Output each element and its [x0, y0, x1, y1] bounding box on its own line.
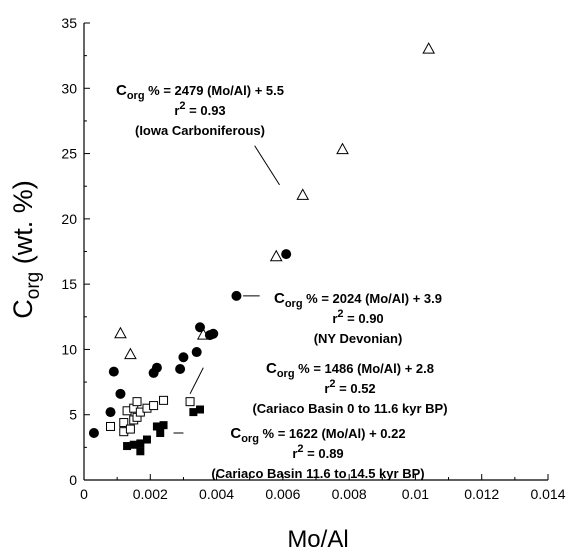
annotation-line: r2 = 0.89	[292, 443, 343, 461]
y-tick-label: 20	[61, 211, 77, 227]
filled-circle-point	[231, 290, 242, 301]
y-tick-label: 0	[69, 472, 77, 488]
filled-circle-point	[208, 328, 219, 339]
filled-circle-point	[108, 366, 119, 377]
filled-square-point	[156, 428, 165, 437]
filled-circle-point	[195, 322, 205, 333]
annotation-line: r2 = 0.90	[332, 308, 383, 326]
open-triangle-point	[296, 188, 310, 200]
annotation-line: r2 = 0.52	[324, 378, 375, 396]
open-triangle-point	[336, 142, 349, 155]
x-tick-label: 0.008	[332, 486, 367, 502]
open-triangle-point	[422, 42, 436, 54]
x-tick-label: 0	[80, 486, 88, 502]
filled-circle-point	[151, 362, 162, 373]
annotation-line: (Cariaco Basin 11.6 to 14.5 kyr BP)	[211, 466, 424, 481]
filled-square-point	[123, 442, 132, 451]
annotation-line: Corg % = 2024 (Mo/Al) + 3.9	[274, 290, 442, 310]
annotation-line: Corg % = 1486 (Mo/Al) + 2.8	[266, 360, 434, 380]
x-tick-label: 0.004	[199, 486, 234, 502]
regression-annotation: Corg % = 2479 (Mo/Al) + 5.5r2 = 0.93 (Iow…	[116, 82, 284, 186]
x-tick-label: 0.01	[402, 486, 429, 502]
filled-square-point	[196, 405, 204, 414]
open-square-point	[132, 397, 142, 407]
filled-square-point	[189, 408, 198, 417]
y-axis-ticks: 0 5 10 15 20 25 30 35	[61, 15, 90, 488]
filled-square-point	[136, 447, 145, 456]
filled-circle-point	[105, 407, 116, 418]
y-tick-label: 35	[61, 15, 77, 31]
annotation-line: (NY Devonian)	[314, 331, 403, 346]
annotation-line: (Iowa Carboniferous)	[135, 123, 265, 138]
filled-circle-point	[115, 388, 126, 399]
filled-square-point	[136, 439, 145, 448]
open-square-point	[149, 401, 159, 411]
filled-square-point	[142, 435, 151, 444]
filled-circle-point	[191, 347, 202, 358]
open-square-point	[125, 424, 135, 434]
annotation-line: Corg % = 2479 (Mo/Al) + 5.5	[116, 82, 284, 102]
data-points	[88, 42, 436, 456]
filled-circle-point	[281, 249, 292, 260]
annotation-line: Corg % = 1622 (Mo/Al) + 0.22	[230, 425, 405, 445]
annotation-line: (Cariaco Basin 0 to 11.6 kyr BP)	[252, 401, 447, 416]
x-tick-label: 0.002	[133, 486, 168, 502]
open-square-point	[106, 421, 116, 431]
filled-square-point	[159, 421, 168, 430]
x-axis-label: Mo/Al	[287, 526, 348, 553]
filled-circle-point	[178, 352, 189, 363]
filled-circle-point	[88, 427, 99, 438]
y-tick-label: 10	[61, 341, 77, 357]
x-tick-label: 0.014	[530, 486, 565, 502]
x-tick-label: 0.012	[464, 486, 499, 502]
open-triangle-point	[114, 326, 127, 339]
x-axis-ticks: 0 0.002 0.004 0.006 0.008 0.01 0.012 0.014	[80, 474, 566, 502]
filled-square-point	[129, 440, 138, 449]
regression-annotation: Corg % = 2024 (Mo/Al) + 3.9r2 = 0.90 (NY …	[243, 290, 442, 346]
annotation-leader-line	[189, 367, 204, 395]
annotation-line: r2 = 0.93	[174, 100, 225, 118]
open-square-point	[119, 418, 129, 428]
open-triangle-point	[124, 347, 137, 360]
annotations: Corg % = 2479 (Mo/Al) + 5.5r2 = 0.93 (Iow…	[116, 82, 448, 481]
filled-square-point	[152, 422, 161, 431]
y-axis-label-text: Corg (wt. %)	[8, 180, 44, 318]
open-square-point	[185, 397, 195, 407]
y-tick-label: 15	[61, 276, 77, 292]
y-axis-label: Corg (wt. %)	[8, 180, 44, 318]
x-tick-label: 0.006	[265, 486, 300, 502]
y-tick-label: 25	[61, 146, 77, 162]
filled-circle-point	[175, 364, 186, 375]
annotation-leader-line	[254, 145, 280, 186]
open-triangle-point	[269, 249, 283, 262]
y-tick-label: 5	[69, 407, 77, 423]
y-tick-label: 30	[61, 80, 77, 96]
open-square-point	[159, 395, 169, 405]
regression-annotation: Corg % = 1486 (Mo/Al) + 2.8r2 = 0.52 (Car…	[189, 360, 448, 416]
